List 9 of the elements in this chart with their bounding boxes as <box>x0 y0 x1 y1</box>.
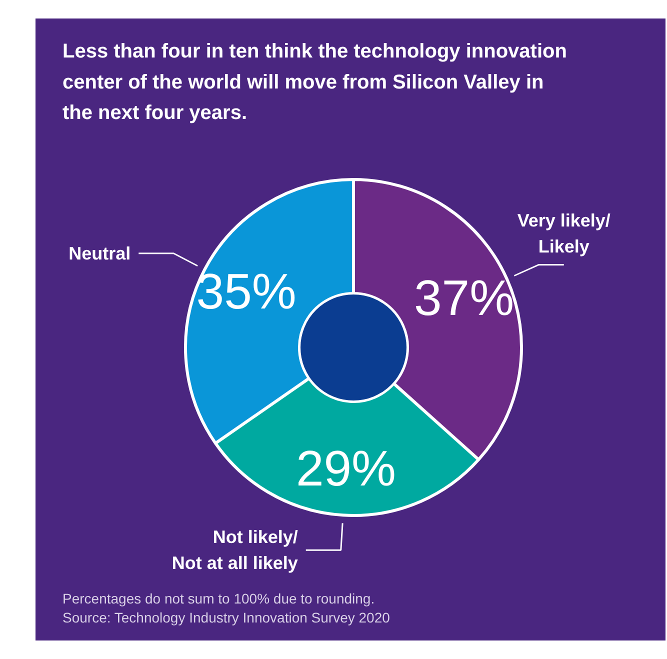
data-label: 29% <box>296 440 396 496</box>
source-note: Source: Technology Industry Innovation Survey 2020 <box>62 610 390 626</box>
slice-label: Not likely/Not at all likely <box>172 527 298 574</box>
data-label: 37% <box>414 270 514 326</box>
slice-label: Neutral <box>68 243 131 264</box>
text: Percentages do not sum to 100% due to rounding. <box>62 590 375 606</box>
slice-label: Very likely/Likely <box>517 210 610 257</box>
chart-title: Less than four in ten think the technology innovation center of the world will move from Silicon Valley in the next four years. <box>62 40 567 124</box>
data-label: 35% <box>196 263 296 320</box>
